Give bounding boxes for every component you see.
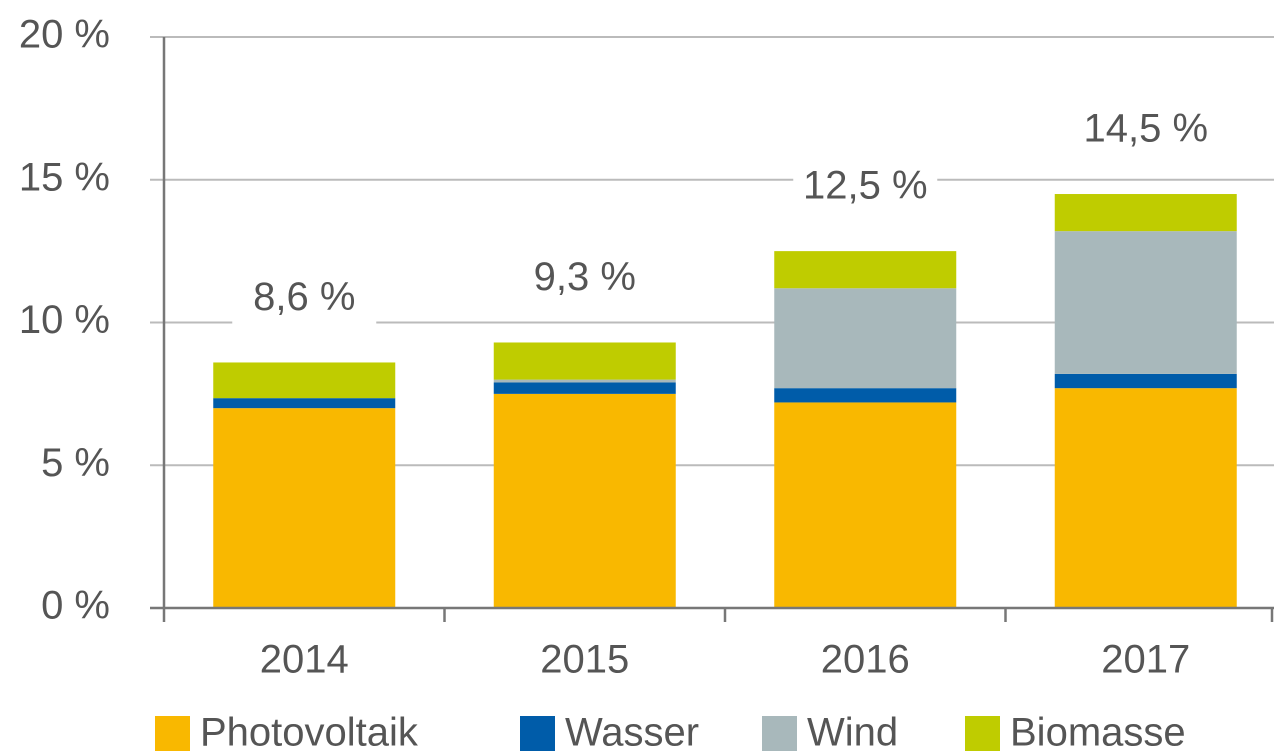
x-tick-label: 2014	[260, 638, 349, 682]
total-label: 14,5 %	[1083, 107, 1208, 151]
bar-segment	[1054, 388, 1237, 608]
legend-swatch	[762, 716, 797, 751]
bar-segment	[493, 342, 676, 380]
y-tick-label: 5 %	[41, 441, 110, 485]
bar-segment	[1054, 231, 1237, 374]
total-label: 9,3 %	[534, 255, 636, 299]
bar-segment	[493, 379, 676, 383]
legend-label: Biomasse	[1010, 711, 1186, 753]
y-tick-label: 0 %	[41, 584, 110, 628]
bar-segment	[774, 388, 957, 403]
bar-segment	[213, 408, 396, 608]
y-tick-label: 10 %	[19, 298, 110, 342]
legend-label: Photovoltaik	[200, 711, 419, 753]
bar-segment	[774, 288, 957, 389]
bar-segment	[493, 382, 676, 394]
legend-label: Wind	[807, 711, 898, 753]
y-tick-label: 15 %	[19, 155, 110, 199]
total-label-bg	[793, 160, 938, 217]
bar-segment	[774, 251, 957, 289]
bar-segment	[1054, 194, 1237, 232]
total-label: 8,6 %	[253, 275, 355, 319]
bar-segment	[213, 362, 396, 399]
total-label-bg	[512, 251, 657, 308]
x-tick-label: 2017	[1101, 638, 1190, 682]
bar-segment	[1054, 373, 1237, 389]
total-label: 12,5 %	[803, 164, 928, 208]
bar-segment	[213, 398, 396, 409]
y-tick-label: 20 %	[19, 13, 110, 57]
legend-swatch	[520, 716, 555, 751]
bar-segment	[774, 402, 957, 608]
legend-swatch	[155, 716, 190, 751]
legend-swatch	[965, 716, 1000, 751]
x-tick-label: 2015	[540, 638, 629, 682]
bar-segment	[493, 393, 676, 608]
legend-label: Wasser	[565, 711, 699, 753]
total-label-bg	[232, 271, 377, 328]
x-tick-label: 2016	[821, 638, 910, 682]
total-label-bg	[1073, 103, 1218, 160]
